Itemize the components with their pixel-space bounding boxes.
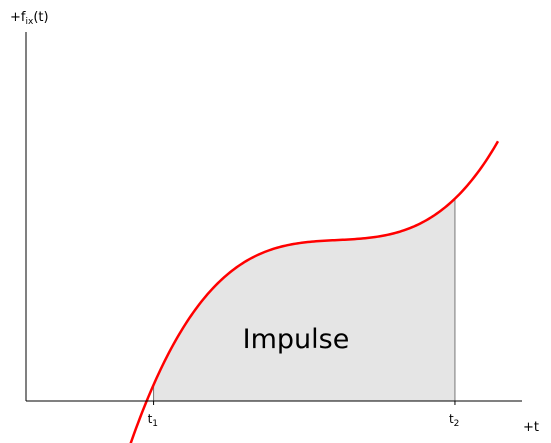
x-tick-label-2: t2 <box>449 412 459 429</box>
y-axis-label: +fix(t) <box>10 10 49 27</box>
x-axis-label: +t <box>523 420 539 435</box>
force-curve <box>129 140 500 443</box>
plot-area <box>129 140 500 443</box>
x-ticks: t1 t2 <box>148 401 459 429</box>
impulse-annotation: Impulse <box>243 324 350 355</box>
x-tick-label-1: t1 <box>148 412 158 429</box>
